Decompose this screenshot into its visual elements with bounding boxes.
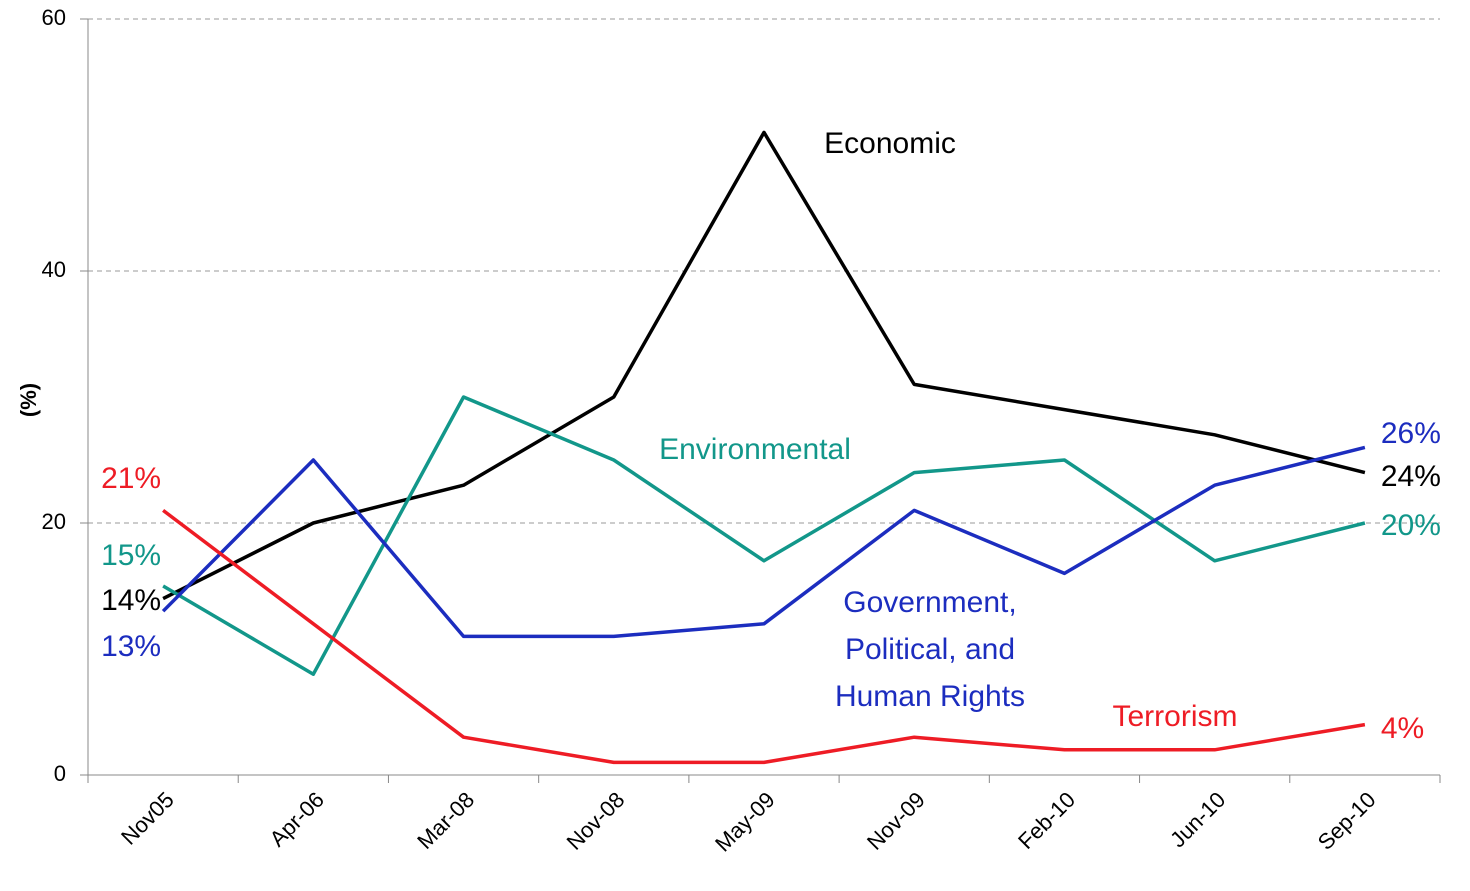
data-label: 4% bbox=[1381, 712, 1424, 745]
y-tick-label: 40 bbox=[42, 257, 66, 282]
series-line bbox=[161, 445, 1366, 639]
data-label: 14% bbox=[101, 584, 161, 617]
y-axis-label: (%) bbox=[16, 383, 41, 417]
series-line bbox=[162, 395, 1366, 676]
data-label: 26% bbox=[1381, 417, 1441, 450]
y-tick-label: 60 bbox=[42, 5, 66, 30]
x-tick-label: Sep-10 bbox=[1313, 787, 1381, 855]
data-label: 20% bbox=[1381, 509, 1441, 542]
x-tick-label: Apr-06 bbox=[265, 787, 329, 851]
series-line bbox=[162, 509, 1366, 765]
data-label: 21% bbox=[101, 462, 161, 495]
series-name: Government, Political, and Human Rights bbox=[834, 586, 1026, 713]
x-tick-label: Nov-08 bbox=[562, 787, 630, 855]
series-name: Economic bbox=[824, 127, 956, 160]
x-tick-label: Feb-10 bbox=[1013, 787, 1080, 854]
data-label: 15% bbox=[101, 539, 161, 572]
data-label: 24% bbox=[1381, 460, 1441, 493]
x-tick-label: May-09 bbox=[710, 787, 780, 857]
series-line bbox=[162, 130, 1366, 601]
y-tick-label: 0 bbox=[54, 761, 66, 786]
series-name: Environmental bbox=[659, 433, 851, 466]
x-tick-label: Nov05 bbox=[116, 787, 179, 850]
series-name: Terrorism bbox=[1112, 700, 1238, 733]
y-tick-label: 20 bbox=[42, 509, 66, 534]
x-tick-label: Mar-08 bbox=[412, 787, 479, 854]
x-tick-label: Nov-09 bbox=[862, 787, 930, 855]
data-label: 13% bbox=[101, 630, 161, 663]
x-tick-label: Jun-10 bbox=[1165, 787, 1230, 852]
